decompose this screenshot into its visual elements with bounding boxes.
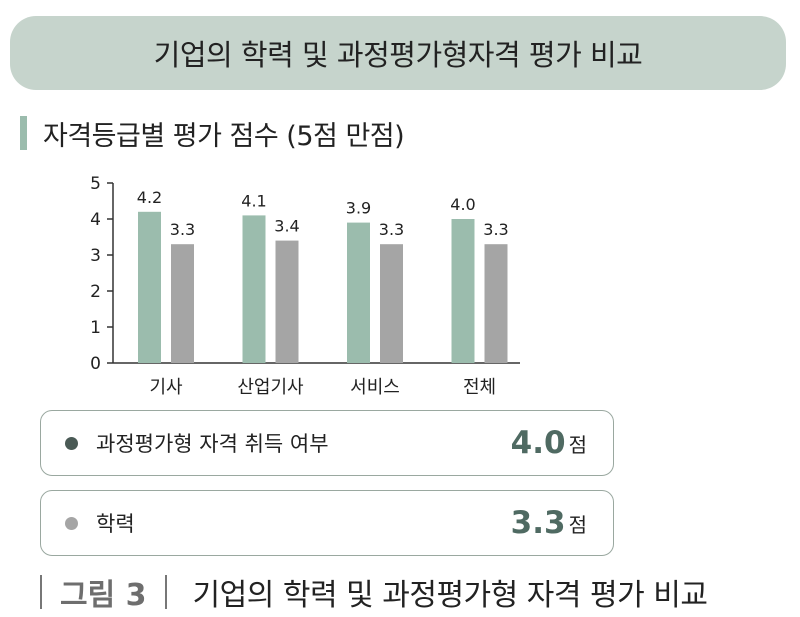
legend-item-series-2: 학력 3.3 점 xyxy=(40,490,614,556)
figure-number: 그림 3 xyxy=(60,578,147,613)
bar xyxy=(275,240,299,363)
legend-label: 학력 xyxy=(96,512,135,536)
bar-value-label: 3.3 xyxy=(483,220,508,239)
caption-text: 기업의 학력 및 과정평가형 자격 평가 비교 xyxy=(192,578,708,613)
y-tick-label: 5 xyxy=(90,174,101,194)
subtitle-text: 자격등급별 평가 점수 (5점 만점) xyxy=(43,120,405,152)
legend-unit: 점 xyxy=(568,432,587,457)
legend-unit: 점 xyxy=(568,512,587,537)
x-tick-label: 전체 xyxy=(463,377,496,398)
bar xyxy=(380,244,403,363)
figure-caption: 그림 3 기업의 학력 및 과정평가형 자격 평가 비교 xyxy=(40,570,708,614)
legend-item-series-1: 과정평가형 자격 취득 여부 4.0 점 xyxy=(40,410,614,476)
bar xyxy=(484,244,508,363)
bar-value-label: 3.3 xyxy=(170,220,195,239)
legend-value: 4.0 xyxy=(510,425,566,461)
y-tick-label: 1 xyxy=(90,318,101,338)
legend-dot-icon xyxy=(65,436,78,450)
chart-subtitle: 자격등급별 평가 점수 (5점 만점) xyxy=(20,114,405,152)
bar xyxy=(171,244,194,363)
bar-value-label: 3.9 xyxy=(346,199,371,218)
bar xyxy=(242,215,266,363)
legend-value: 3.3 xyxy=(510,505,566,541)
caption-separator xyxy=(164,575,167,609)
y-tick-label: 3 xyxy=(90,246,101,266)
bar-value-label: 4.0 xyxy=(450,195,475,214)
bar xyxy=(451,219,475,363)
y-tick-label: 0 xyxy=(90,354,101,374)
y-tick-label: 2 xyxy=(90,282,101,302)
bar xyxy=(347,222,370,363)
x-tick-label: 산업기사 xyxy=(237,377,304,398)
bar-value-label: 4.1 xyxy=(241,191,266,210)
y-tick-label: 4 xyxy=(90,210,101,230)
bar-value-label: 3.3 xyxy=(379,220,404,239)
legend-dot-icon xyxy=(65,516,78,530)
x-tick-label: 기사 xyxy=(149,377,183,398)
page-title: 기업의 학력 및 과정평가형자격 평가 비교 xyxy=(153,38,643,72)
caption-separator xyxy=(40,575,42,609)
title-banner: 기업의 학력 및 과정평가형자격 평가 비교 xyxy=(10,16,786,90)
x-tick-label: 서비스 xyxy=(350,377,400,398)
bar-value-label: 3.4 xyxy=(274,217,299,236)
bar-value-label: 4.2 xyxy=(137,188,162,207)
bar xyxy=(138,211,161,363)
subtitle-accent-bar xyxy=(20,116,27,150)
legend-label: 과정평가형 자격 취득 여부 xyxy=(96,432,329,456)
bar-chart: 0 1 2 3 4 5 4.2 3.3 기사 4.1 3.4 산업기사 3.9 3.3 서비스 4.0 3.3 전… xyxy=(90,174,520,398)
